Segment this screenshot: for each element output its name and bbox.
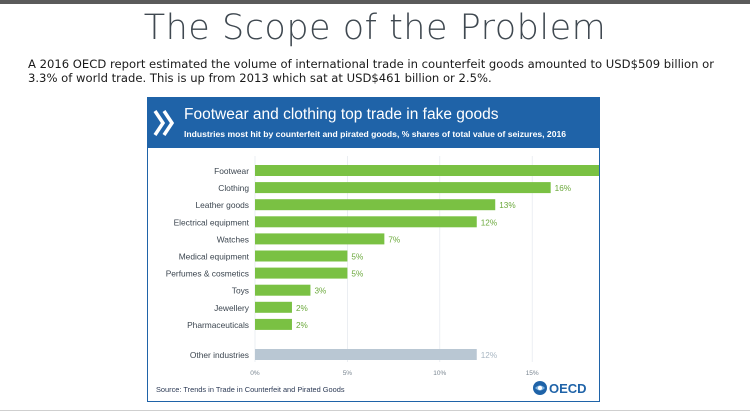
chart-title: Footwear and clothing top trade in fake … <box>184 106 499 123</box>
bar <box>255 165 599 176</box>
x-tick-label: 5% <box>343 370 353 377</box>
chart-source: Source: Trends in Trade in Counterfeit a… <box>156 385 345 394</box>
category-label: Electrical equipment <box>174 217 250 227</box>
x-tick-label: 10% <box>433 370 446 377</box>
data-label: 7% <box>388 235 400 244</box>
chart-subtitle: Industries most hit by counterfeit and p… <box>184 129 567 139</box>
bar <box>255 267 348 279</box>
logo-text: OECD <box>549 381 587 396</box>
bar <box>255 233 385 245</box>
data-label: 5% <box>351 270 363 279</box>
x-tick-label: 15% <box>526 370 539 377</box>
double-chevron-icon <box>153 110 175 136</box>
category-label: Clothing <box>218 183 249 193</box>
top-border <box>0 0 750 4</box>
bar <box>255 318 292 330</box>
bar <box>255 284 311 296</box>
oecd-chart-card: Footwear and clothing top trade in fake … <box>147 97 600 402</box>
oecd-logo: OECD <box>532 379 594 397</box>
bar <box>255 216 477 228</box>
data-label: 16% <box>555 184 571 193</box>
category-label: Pharmaceuticals <box>187 320 249 330</box>
category-label: Jewellery <box>214 303 250 313</box>
data-label: 2% <box>296 304 308 313</box>
bar <box>255 250 348 262</box>
data-label: 13% <box>499 201 515 210</box>
slide-body-text: A 2016 OECD report estimated the volume … <box>28 57 714 85</box>
data-label: 12% <box>481 218 497 227</box>
slide-title: The Scope of the Problem <box>143 8 607 48</box>
category-label: Medical equipment <box>179 252 250 262</box>
bar-chart-plot: 0%5%10%15%20%Footwear22%Clothing16%Leath… <box>166 156 599 377</box>
category-label: Perfumes & cosmetics <box>166 269 249 279</box>
data-label: 2% <box>296 321 308 330</box>
category-label: Watches <box>217 234 249 244</box>
x-tick-label: 0% <box>250 370 260 377</box>
category-label: Toys <box>232 286 249 296</box>
bottom-divider <box>0 410 750 411</box>
category-label: Other industries <box>190 350 249 360</box>
bar <box>255 182 551 194</box>
chart-header: Footwear and clothing top trade in fake … <box>148 98 599 148</box>
bar <box>255 199 496 211</box>
data-label: 3% <box>314 287 326 296</box>
category-label: Footwear <box>214 166 249 176</box>
data-label: 5% <box>351 253 363 262</box>
data-label: 12% <box>481 351 497 360</box>
bar <box>255 301 292 313</box>
category-label: Leather goods <box>195 200 249 210</box>
bar <box>255 349 477 360</box>
